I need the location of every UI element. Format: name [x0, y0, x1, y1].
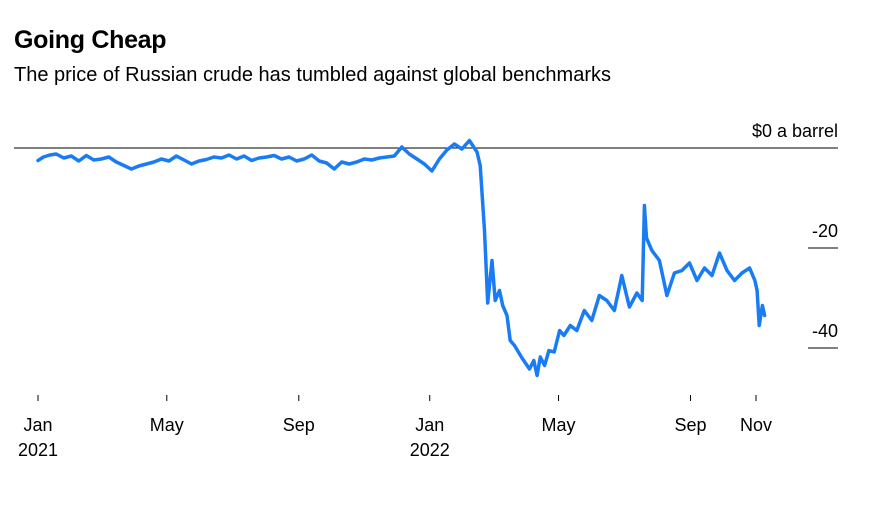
x-tick-year-label: 2022: [410, 440, 450, 460]
x-tick-label: Sep: [283, 415, 315, 435]
x-tick-label: May: [150, 415, 184, 435]
series-line: [36, 138, 767, 378]
chart-subtitle: The price of Russian crude has tumbled a…: [14, 64, 611, 86]
x-tick-label: Nov: [740, 415, 772, 435]
x-tick-label: Jan: [415, 415, 444, 435]
y-tick-label: -40: [812, 321, 838, 341]
x-tick-label: Sep: [675, 415, 707, 435]
chart-title: Going Cheap: [14, 26, 167, 54]
x-tick-year-label: 2021: [18, 440, 58, 460]
y-tick-label: $0 a barrel: [752, 121, 838, 141]
y-tick-label: -20: [812, 221, 838, 241]
x-tick-label: Jan: [23, 415, 52, 435]
x-tick-label: May: [542, 415, 576, 435]
